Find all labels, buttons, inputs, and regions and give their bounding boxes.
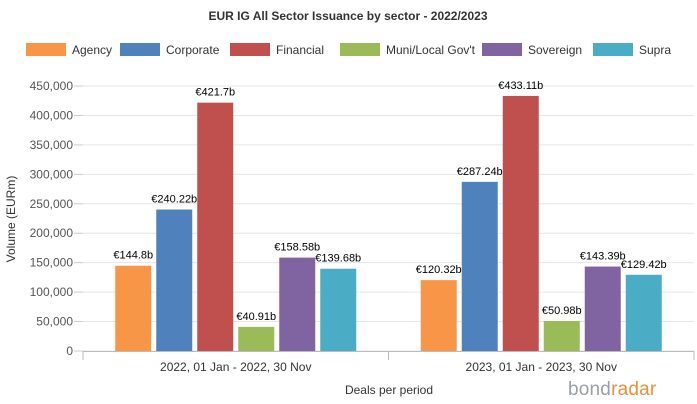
bar[interactable] (584, 266, 621, 351)
legend-label: Financial (276, 43, 324, 57)
legend-item: Financial (230, 43, 324, 57)
y-tick-label: 450,000 (30, 79, 74, 93)
y-tick-label: 50,000 (36, 315, 73, 329)
y-axis: 0 50,000 100,000 150,000 200,000 250,000 300,0… (30, 79, 83, 358)
y-tick-label: 400,000 (30, 108, 74, 122)
y-axis-label: Volume (EURm) (4, 176, 18, 263)
chart-title: EUR IG All Sector Issuance by sector - 2… (208, 9, 487, 23)
legend-item: Agency (26, 43, 112, 57)
logo-text-radar: radar (611, 379, 657, 400)
legend-label: Agency (72, 43, 112, 57)
legend-item: Supra (593, 43, 671, 57)
bar[interactable] (461, 181, 498, 351)
legend-label: Corporate (166, 43, 220, 57)
bar[interactable] (197, 102, 234, 351)
data-label: €143.39b (580, 251, 626, 263)
data-label: €144.8b (113, 250, 153, 262)
y-tick-label: 300,000 (30, 167, 74, 181)
bar[interactable] (279, 257, 316, 351)
legend-item: Corporate (120, 43, 220, 57)
legend-label: Supra (639, 43, 671, 57)
legend-swatch (230, 43, 270, 56)
legend: Agency Corporate Financial Muni/Local Gov't… (26, 43, 671, 57)
bar[interactable] (115, 265, 152, 351)
legend-swatch (26, 43, 66, 56)
data-label: €139.68b (315, 253, 361, 265)
legend-label: Muni/Local Gov't (386, 43, 476, 57)
y-tick-label: 250,000 (30, 197, 74, 211)
y-tick-label: 150,000 (30, 256, 74, 270)
bar[interactable] (238, 326, 275, 351)
data-label: €287.24b (457, 166, 503, 178)
legend-swatch (340, 43, 380, 56)
logo-text-bond: bond (568, 379, 612, 400)
x-tick-label: 2023, 01 Jan - 2023, 30 Nov (466, 360, 617, 374)
legend-swatch (120, 43, 160, 56)
bondradar-logo: bondradar (568, 379, 656, 401)
x-tick-label: 2022, 01 Jan - 2022, 30 Nov (160, 360, 311, 374)
data-label: €40.91b (236, 311, 276, 323)
legend-swatch (593, 43, 633, 56)
x-axis-label: Deals per period (345, 383, 433, 397)
bar[interactable] (543, 320, 580, 351)
legend-item: Muni/Local Gov't (340, 43, 476, 57)
data-label: €433.11b (498, 80, 543, 92)
bar[interactable] (320, 268, 357, 351)
bar[interactable] (156, 209, 193, 351)
bars: €144.8b €240.22b €421.7b €40.91b €158.58b€13… (113, 80, 667, 351)
legend-item: Sovereign (482, 43, 582, 57)
data-label: €50.98b (542, 305, 582, 317)
y-tick-label: 0 (66, 344, 73, 358)
bar[interactable] (502, 95, 539, 351)
data-label: €129.42b (621, 259, 667, 271)
data-label: €158.58b (274, 242, 320, 254)
bar[interactable] (625, 274, 662, 351)
y-tick-label: 350,000 (30, 138, 74, 152)
legend-label: Sovereign (528, 43, 582, 57)
y-tick-label: 100,000 (30, 285, 74, 299)
bar[interactable] (420, 280, 457, 351)
data-label: €240.22b (151, 194, 197, 206)
y-tick-label: 200,000 (30, 226, 74, 240)
x-axis: 2022, 01 Jan - 2022, 30 Nov 2023, 01 Jan … (82, 351, 695, 374)
data-label: €120.32b (416, 264, 462, 276)
legend-swatch (482, 43, 522, 56)
data-label: €421.7b (195, 87, 235, 99)
